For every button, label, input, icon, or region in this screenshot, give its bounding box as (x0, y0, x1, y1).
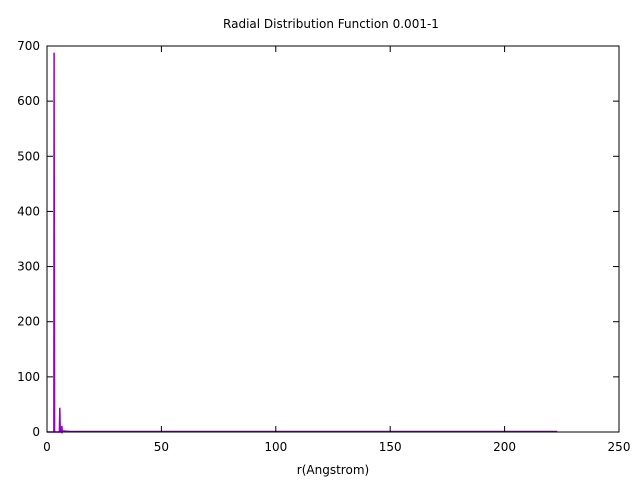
y-tick-label: 600 (17, 94, 40, 108)
x-axis: 0 50 100 150 200 250 (43, 46, 630, 454)
y-tick-label: 0 (32, 425, 40, 439)
y-tick-label: 200 (17, 315, 40, 329)
x-tick-label: 50 (154, 440, 169, 454)
y-axis: 0 100 200 300 400 500 600 700 (17, 39, 619, 439)
series-layer (47, 52, 558, 435)
y-tick-label: 500 (17, 149, 40, 163)
x-tick-label: 0 (43, 440, 51, 454)
x-tick-label: 150 (379, 440, 402, 454)
chart-title: Radial Distribution Function 0.001-1 (223, 17, 439, 31)
series-line (47, 52, 558, 435)
x-tick-label: 200 (493, 440, 516, 454)
y-tick-label: 300 (17, 260, 40, 274)
y-tick-label: 100 (17, 370, 40, 384)
x-tick-label: 100 (264, 440, 287, 454)
x-axis-title: r(Angstrom) (297, 463, 369, 477)
y-tick-label: 700 (17, 39, 40, 53)
x-tick-label: 250 (608, 440, 631, 454)
y-tick-label: 400 (17, 204, 40, 218)
plot-frame (46, 45, 620, 433)
